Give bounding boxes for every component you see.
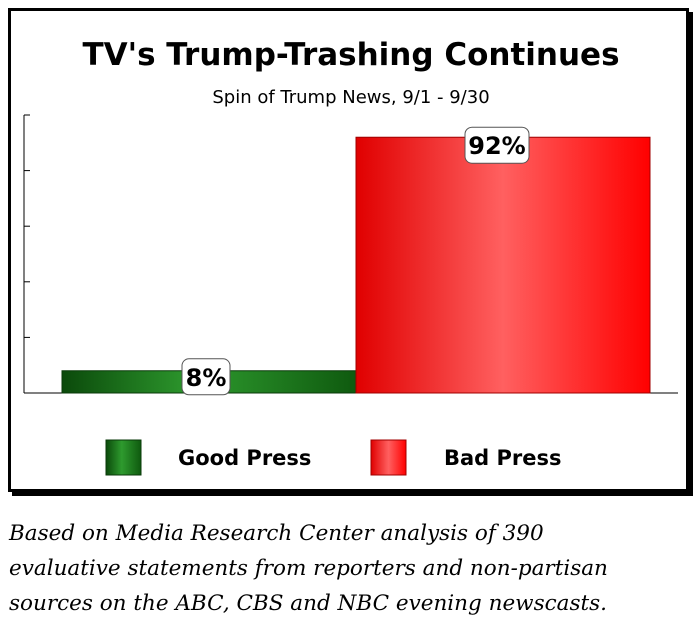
data-label: 8% — [186, 364, 227, 392]
chart-title: TV's Trump-Trashing Continues — [82, 37, 619, 73]
legend-label: Good Press — [178, 446, 311, 470]
legend-label: Bad Press — [444, 446, 562, 470]
bars-group — [61, 136, 651, 394]
chart-frame: TV's Trump-Trashing Continues Spin of Tr… — [8, 8, 689, 492]
legend-swatch — [105, 439, 142, 476]
legend: Good Press Bad Press — [105, 439, 562, 476]
data-label-box — [464, 126, 530, 164]
caption-line: evaluative statements from reporters and… — [9, 556, 608, 581]
caption-line: sources on the ABC, CBS and NBC evening … — [9, 591, 608, 616]
data-labels-group: 8% 92% — [181, 126, 530, 396]
bar-chart: TV's Trump-Trashing Continues Spin of Tr… — [23, 37, 678, 476]
caption: Based on Media Research Center analysis … — [9, 516, 694, 621]
legend-swatch — [370, 439, 407, 476]
caption-line: Based on Media Research Center analysis … — [9, 521, 544, 546]
chart-subtitle: Spin of Trump News, 9/1 - 9/30 — [212, 87, 489, 108]
data-label: 92% — [468, 132, 525, 160]
bar-bad-press — [355, 136, 651, 394]
data-label-box — [181, 358, 231, 396]
